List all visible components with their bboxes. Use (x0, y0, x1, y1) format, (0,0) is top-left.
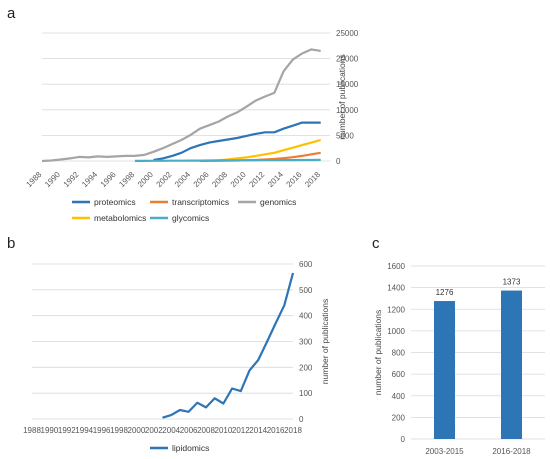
chart-a-x-tick-label: 2012 (247, 170, 266, 189)
chart-a-y-tick-label: 0 (336, 157, 341, 166)
chart-a-x-tick-label: 2006 (192, 170, 211, 189)
chart-b-x-tick-label: 1990 (41, 426, 59, 435)
chart-a-x-tick-label: 2004 (173, 170, 192, 189)
panel-a-letter: a (7, 5, 16, 22)
chart-b-x-tick-label: 1998 (110, 426, 128, 435)
chart-c-x-tick-label: 2003-2015 (425, 447, 464, 456)
chart-c-data-label-2016-2018: 1373 (503, 278, 521, 287)
chart-a-series-genomics (41, 48, 321, 163)
chart-a-x-tick-label: 2002 (155, 170, 174, 189)
chart-a-y-axis-title: number of publications (337, 54, 347, 140)
chart-c-y-tick-label: 400 (392, 392, 406, 401)
chart-a-x-tick-label: 2016 (285, 170, 304, 189)
chart-c-y-axis-title: number of publications (373, 310, 383, 396)
chart-b-y-tick-label: 300 (299, 338, 313, 347)
chart-b-x-tick-label: 2016 (267, 426, 285, 435)
chart-a-x-tick-label: 1992 (62, 170, 81, 189)
chart-b-x-tick-label: 1992 (58, 426, 76, 435)
chart-c-y-tick-label: 600 (392, 370, 406, 379)
chart-c-y-tick-label: 200 (392, 413, 406, 422)
chart-a: 0 5000 10000 15000 20000 25000 number of publi… (24, 29, 358, 223)
chart-b-x-tick-label: 1988 (23, 426, 41, 435)
chart-c: 0 200 400 600 800 1000 1200 1400 1600 number of p… (373, 262, 545, 456)
chart-a-x-tick-label: 2014 (266, 170, 285, 189)
chart-b-x-tick-label: 1994 (75, 426, 93, 435)
chart-a-series-metabolomics (209, 138, 321, 162)
chart-a-y-tick-label: 25000 (336, 29, 359, 38)
panel-b-letter: b (7, 235, 15, 252)
chart-a-x-tick-label: 1994 (80, 170, 99, 189)
chart-a-x-tick-label: 1988 (24, 170, 43, 189)
chart-a-x-tick-label: 2008 (210, 170, 229, 189)
chart-a-x-tick-label: 2000 (136, 170, 155, 189)
chart-b-x-tick-label: 1996 (93, 426, 111, 435)
chart-b-y-tick-label: 200 (299, 363, 313, 372)
chart-a-legend-label-glycomics: glycomics (172, 213, 209, 223)
chart-c-bar-2016-2018 (501, 290, 522, 439)
chart-c-y-tick-label: 1200 (387, 305, 405, 314)
chart-b-x-tick-label: 2000 (128, 426, 146, 435)
chart-b-x-tick-label: 2014 (249, 426, 267, 435)
chart-b-x-tick-label: 2002 (145, 426, 163, 435)
chart-c-y-tick-label: 1600 (387, 262, 405, 271)
chart-a-x-tick-label: 1996 (99, 170, 118, 189)
chart-b-y-tick-label: 100 (299, 389, 313, 398)
chart-a-y-tick-label: 10000 (336, 106, 359, 115)
chart-b-legend-label-lipidomics: lipidomics (172, 443, 209, 453)
chart-c-y-tick-label: 1400 (387, 284, 405, 293)
chart-a-y-tick-label: 15000 (336, 80, 359, 89)
chart-b-x-tick-label: 2012 (232, 426, 250, 435)
chart-b-y-tick-label: 500 (299, 286, 313, 295)
chart-a-series-proteomics (153, 121, 321, 162)
chart-b-x-tick-label: 2008 (197, 426, 215, 435)
chart-b-series-lipidomics (162, 272, 295, 419)
chart-c-bar-2003-2015 (434, 301, 455, 439)
chart-c-y-tick-label: 0 (401, 435, 406, 444)
chart-a-x-tick-label: 2010 (229, 170, 248, 189)
chart-a-series-glycomics (134, 158, 321, 162)
chart-a-x-tick-label: 1998 (117, 170, 136, 189)
chart-b-y-tick-label: 600 (299, 260, 313, 269)
chart-b-x-tick-label: 2010 (215, 426, 233, 435)
chart-b-x-tick-label: 2004 (162, 426, 180, 435)
chart-a-legend-label-proteomics: proteomics (94, 197, 136, 207)
chart-b-y-axis-title: number of publications (320, 299, 330, 385)
chart-c-y-tick-label: 800 (392, 349, 406, 358)
chart-c-data-label-2003-2015: 1276 (436, 288, 454, 297)
chart-b-y-tick-label: 400 (299, 312, 313, 321)
chart-c-x-tick-label: 2016-2018 (492, 447, 531, 456)
chart-b-x-tick-label: 2006 (180, 426, 198, 435)
chart-a-y-tick-label: 20000 (336, 55, 359, 64)
panel-c-letter: c (372, 235, 380, 252)
chart-a-legend-label-genomics: genomics (260, 197, 296, 207)
chart-c-y-tick-label: 1000 (387, 327, 405, 336)
chart-a-x-tick-label: 2018 (303, 170, 322, 189)
chart-a-y-tick-label: 5000 (336, 131, 354, 140)
chart-a-legend-label-metabolomics: metabolomics (94, 213, 146, 223)
chart-b: 0 100 200 300 400 500 600 number of publication… (23, 260, 330, 453)
chart-a-legend-label-transcriptomics: transcriptomics (172, 197, 229, 207)
chart-b-y-tick-label: 0 (299, 415, 304, 424)
chart-a-x-tick-label: 1990 (43, 170, 62, 189)
chart-b-x-tick-label: 2018 (284, 426, 302, 435)
